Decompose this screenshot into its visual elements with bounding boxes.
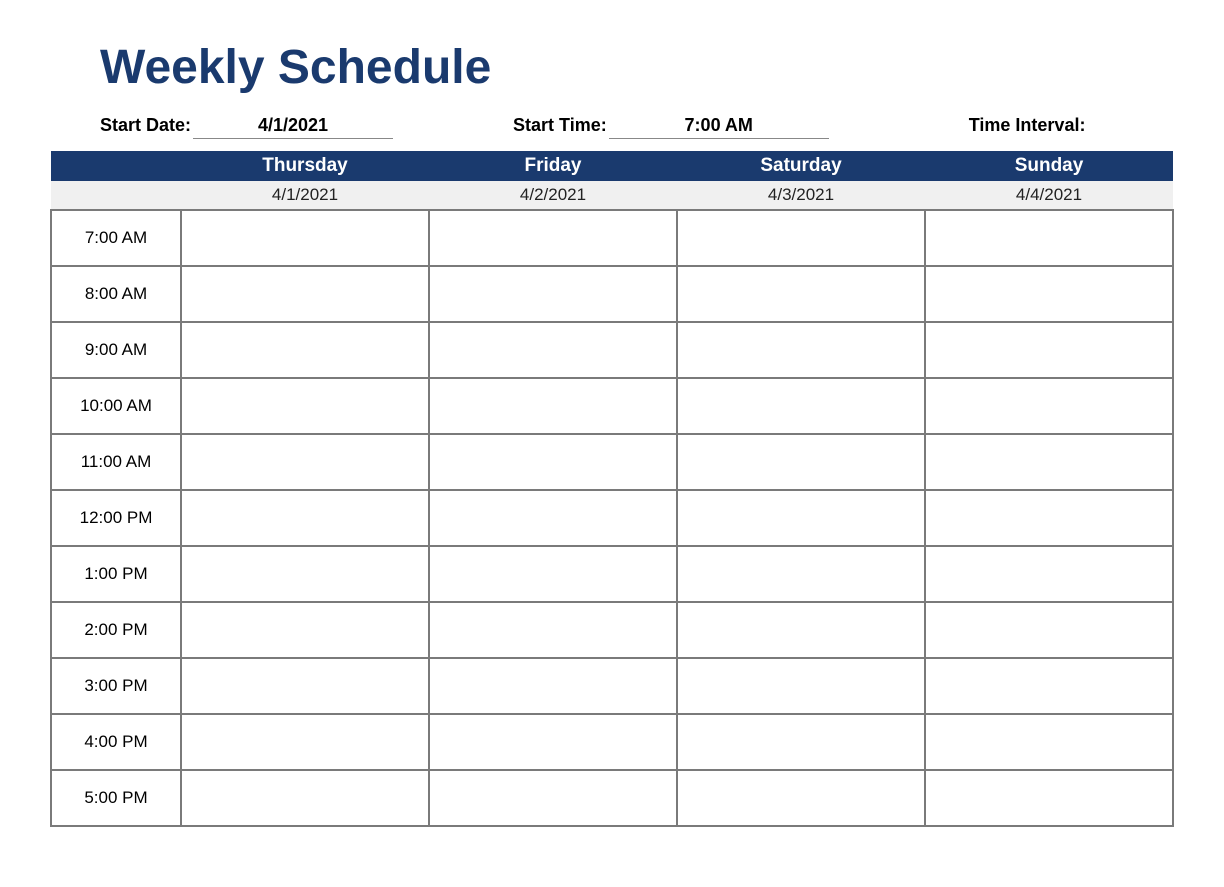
- time-cell: 1:00 PM: [51, 546, 181, 602]
- schedule-cell[interactable]: [925, 490, 1173, 546]
- schedule-cell[interactable]: [677, 714, 925, 770]
- header-blank: [51, 151, 181, 181]
- start-time-value[interactable]: 7:00 AM: [609, 115, 829, 139]
- date-blank: [51, 181, 181, 210]
- start-date-label: Start Date:: [100, 115, 191, 136]
- day-header: Friday: [429, 151, 677, 181]
- schedule-cell[interactable]: [181, 658, 429, 714]
- schedule-cell[interactable]: [925, 322, 1173, 378]
- schedule-cell[interactable]: [925, 770, 1173, 826]
- time-cell: 9:00 AM: [51, 322, 181, 378]
- schedule-cell[interactable]: [429, 602, 677, 658]
- table-row: 5:00 PM: [51, 770, 1173, 826]
- schedule-cell[interactable]: [925, 266, 1173, 322]
- schedule-cell[interactable]: [429, 770, 677, 826]
- schedule-cell[interactable]: [925, 434, 1173, 490]
- date-header: 4/2/2021: [429, 181, 677, 210]
- schedule-cell[interactable]: [181, 714, 429, 770]
- table-row: 2:00 PM: [51, 602, 1173, 658]
- schedule-cell[interactable]: [925, 546, 1173, 602]
- schedule-cell[interactable]: [181, 770, 429, 826]
- schedule-cell[interactable]: [677, 546, 925, 602]
- schedule-cell[interactable]: [181, 546, 429, 602]
- time-cell: 10:00 AM: [51, 378, 181, 434]
- schedule-cell[interactable]: [429, 322, 677, 378]
- schedule-cell[interactable]: [429, 546, 677, 602]
- schedule-cell[interactable]: [925, 714, 1173, 770]
- start-date-value[interactable]: 4/1/2021: [193, 115, 393, 139]
- date-header-row: 4/1/2021 4/2/2021 4/3/2021 4/4/2021: [51, 181, 1173, 210]
- meta-row: Start Date: 4/1/2021 Start Time: 7:00 AM…: [100, 115, 1174, 139]
- time-cell: 3:00 PM: [51, 658, 181, 714]
- table-row: 11:00 AM: [51, 434, 1173, 490]
- time-cell: 2:00 PM: [51, 602, 181, 658]
- table-row: 3:00 PM: [51, 658, 1173, 714]
- schedule-table: Thursday Friday Saturday Sunday 4/1/2021…: [50, 151, 1174, 827]
- schedule-cell[interactable]: [677, 770, 925, 826]
- schedule-cell[interactable]: [925, 602, 1173, 658]
- schedule-cell[interactable]: [677, 210, 925, 266]
- table-row: 8:00 AM: [51, 266, 1173, 322]
- time-interval-label: Time Interval:: [969, 115, 1086, 136]
- time-cell: 11:00 AM: [51, 434, 181, 490]
- schedule-cell[interactable]: [429, 714, 677, 770]
- schedule-cell[interactable]: [429, 378, 677, 434]
- time-cell: 8:00 AM: [51, 266, 181, 322]
- start-time-label: Start Time:: [513, 115, 607, 136]
- date-header: 4/3/2021: [677, 181, 925, 210]
- schedule-cell[interactable]: [677, 378, 925, 434]
- table-row: 4:00 PM: [51, 714, 1173, 770]
- schedule-cell[interactable]: [181, 602, 429, 658]
- time-cell: 5:00 PM: [51, 770, 181, 826]
- schedule-cell[interactable]: [925, 378, 1173, 434]
- time-cell: 4:00 PM: [51, 714, 181, 770]
- schedule-cell[interactable]: [181, 490, 429, 546]
- table-row: 9:00 AM: [51, 322, 1173, 378]
- schedule-cell[interactable]: [429, 434, 677, 490]
- day-header: Saturday: [677, 151, 925, 181]
- schedule-cell[interactable]: [677, 658, 925, 714]
- schedule-cell[interactable]: [925, 658, 1173, 714]
- schedule-cell[interactable]: [925, 210, 1173, 266]
- day-header: Thursday: [181, 151, 429, 181]
- schedule-cell[interactable]: [429, 210, 677, 266]
- time-cell: 7:00 AM: [51, 210, 181, 266]
- schedule-body: 7:00 AM8:00 AM9:00 AM10:00 AM11:00 AM12:…: [51, 210, 1173, 826]
- date-header: 4/4/2021: [925, 181, 1173, 210]
- day-header-row: Thursday Friday Saturday Sunday: [51, 151, 1173, 181]
- table-row: 7:00 AM: [51, 210, 1173, 266]
- schedule-cell[interactable]: [677, 266, 925, 322]
- schedule-cell[interactable]: [429, 490, 677, 546]
- schedule-cell[interactable]: [181, 378, 429, 434]
- schedule-cell[interactable]: [429, 266, 677, 322]
- schedule-cell[interactable]: [677, 434, 925, 490]
- schedule-cell[interactable]: [181, 434, 429, 490]
- schedule-cell[interactable]: [677, 602, 925, 658]
- date-header: 4/1/2021: [181, 181, 429, 210]
- day-header: Sunday: [925, 151, 1173, 181]
- schedule-cell[interactable]: [429, 658, 677, 714]
- time-cell: 12:00 PM: [51, 490, 181, 546]
- table-row: 1:00 PM: [51, 546, 1173, 602]
- schedule-cell[interactable]: [677, 490, 925, 546]
- schedule-cell[interactable]: [181, 322, 429, 378]
- table-row: 10:00 AM: [51, 378, 1173, 434]
- schedule-cell[interactable]: [181, 266, 429, 322]
- table-row: 12:00 PM: [51, 490, 1173, 546]
- page-title: Weekly Schedule: [100, 40, 1174, 95]
- schedule-cell[interactable]: [677, 322, 925, 378]
- schedule-cell[interactable]: [181, 210, 429, 266]
